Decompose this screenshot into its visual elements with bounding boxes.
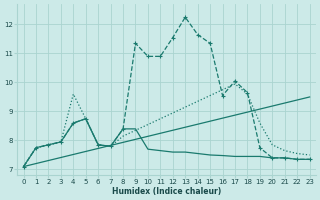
- X-axis label: Humidex (Indice chaleur): Humidex (Indice chaleur): [112, 187, 221, 196]
